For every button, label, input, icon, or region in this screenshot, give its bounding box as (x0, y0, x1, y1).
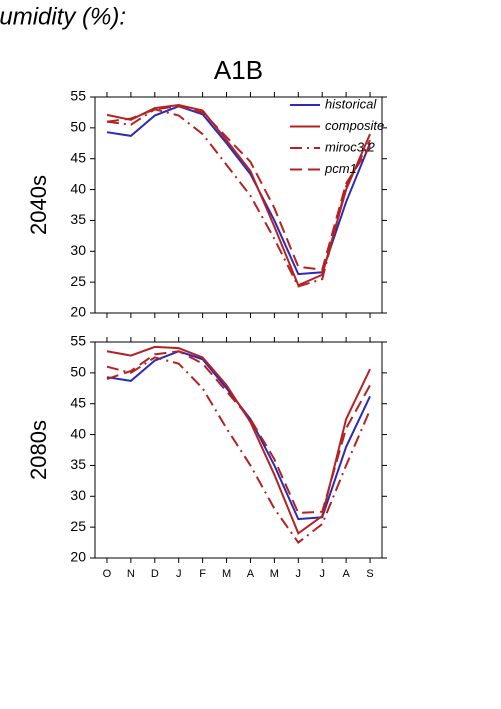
legend-label: pcm1 (324, 161, 357, 176)
x-tick-label: O (103, 568, 112, 580)
x-tick-label: M (222, 568, 231, 580)
x-tick-label: A (247, 568, 255, 580)
y-tick-label: 45 (70, 149, 86, 165)
plot-frame (94, 96, 383, 314)
legend-label: miroc3.2 (325, 139, 376, 154)
y-tick-label: 40 (70, 425, 86, 441)
y-tick-label: 20 (70, 549, 86, 565)
y-tick-label: 35 (70, 456, 86, 472)
panel-title: A1B (214, 55, 263, 85)
y-tick-label: 55 (70, 333, 86, 349)
y-tick-label: 45 (70, 394, 86, 410)
y-axis-label: 2040s (26, 175, 51, 235)
legend-label: composite (325, 118, 384, 133)
y-tick-label: 40 (70, 180, 86, 196)
y-tick-label: 30 (70, 487, 86, 503)
data-line (106, 350, 371, 521)
x-tick-label: J (319, 568, 325, 580)
plot-frame (94, 341, 383, 559)
x-tick-label: D (151, 568, 159, 580)
x-tick-label: A (342, 568, 350, 580)
page-title: humidity (%): (0, 3, 126, 30)
x-tick-label: M (270, 568, 279, 580)
data-line (106, 345, 371, 535)
x-tick-label: F (199, 568, 206, 580)
y-tick-label: 25 (70, 518, 86, 534)
data-line (106, 350, 371, 514)
y-axis-label: 2080s (26, 420, 51, 480)
x-tick-label: J (176, 568, 182, 580)
data-line (106, 108, 371, 288)
y-tick-label: 50 (70, 119, 86, 135)
y-tick-label: 25 (70, 273, 86, 289)
legend-label: historical (325, 96, 377, 111)
x-tick-label: S (366, 568, 373, 580)
y-tick-label: 20 (70, 304, 86, 320)
y-tick-label: 55 (70, 88, 86, 104)
x-tick-label: N (127, 568, 135, 580)
x-tick-label: J (296, 568, 302, 580)
data-line (106, 356, 371, 545)
data-line (106, 105, 371, 271)
y-tick-label: 30 (70, 242, 86, 258)
y-tick-label: 50 (70, 364, 86, 380)
y-tick-label: 35 (70, 211, 86, 227)
